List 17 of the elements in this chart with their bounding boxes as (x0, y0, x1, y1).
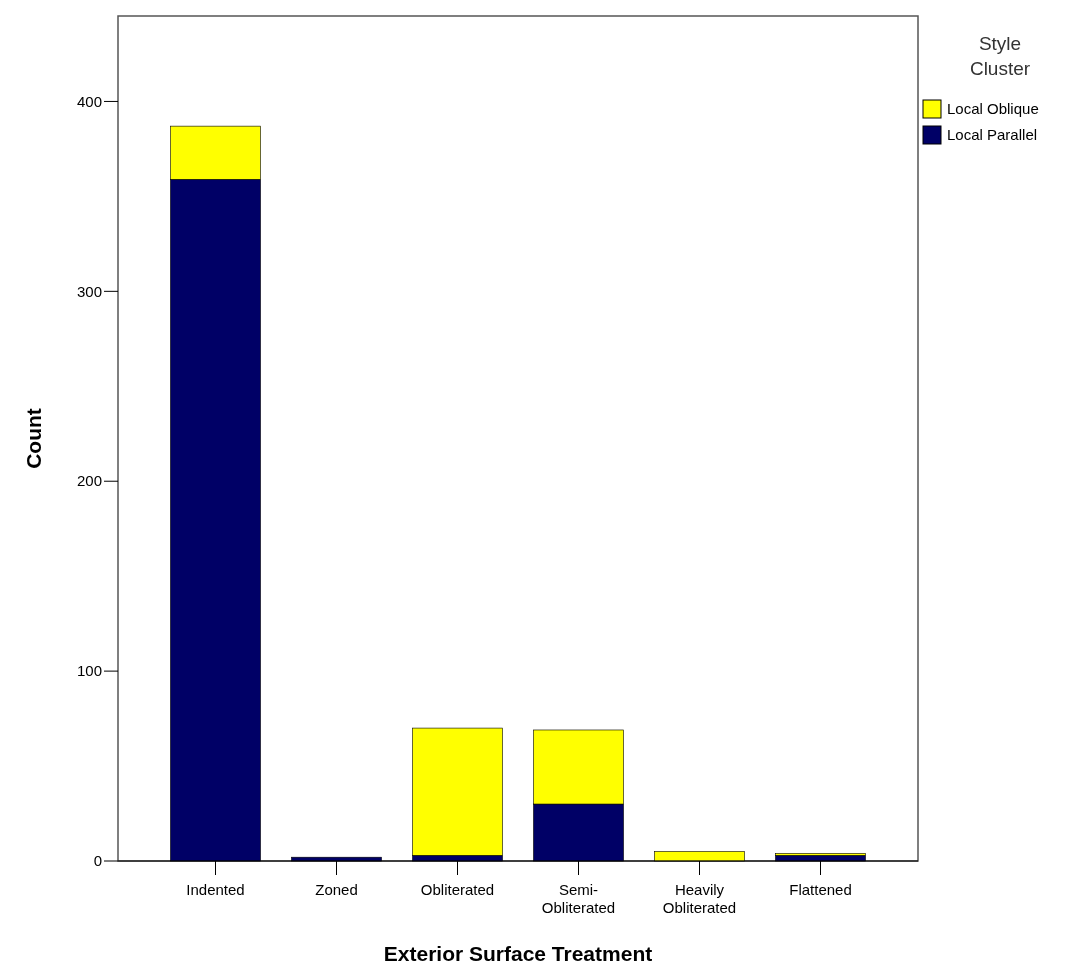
y-tick-label: 0 (93, 852, 102, 870)
legend-label: Local Oblique (947, 100, 1039, 118)
x-tick-label: Zoned (315, 881, 358, 898)
y-axis-title: Count (22, 408, 45, 469)
x-tick-label: Obliterated (420, 881, 495, 898)
y-tick-label: 100 (76, 662, 102, 680)
y-tick-label: 200 (76, 472, 102, 490)
x-tick-label: Flattened (789, 881, 852, 898)
x-tick-label: Semi-Obliterated (541, 881, 616, 916)
legend-title: Style Cluster (969, 33, 1031, 79)
x-tick-label: Heavily Obliterated (662, 881, 737, 916)
x-tick-label: Indented (186, 881, 245, 898)
y-tick-label: 300 (76, 282, 102, 300)
bar (412, 727, 503, 856)
legend-label: Local Parallel (947, 126, 1038, 144)
y-tick-label: 400 (76, 92, 102, 110)
x-axis-title: Exterior Surface Treatment (383, 942, 653, 965)
